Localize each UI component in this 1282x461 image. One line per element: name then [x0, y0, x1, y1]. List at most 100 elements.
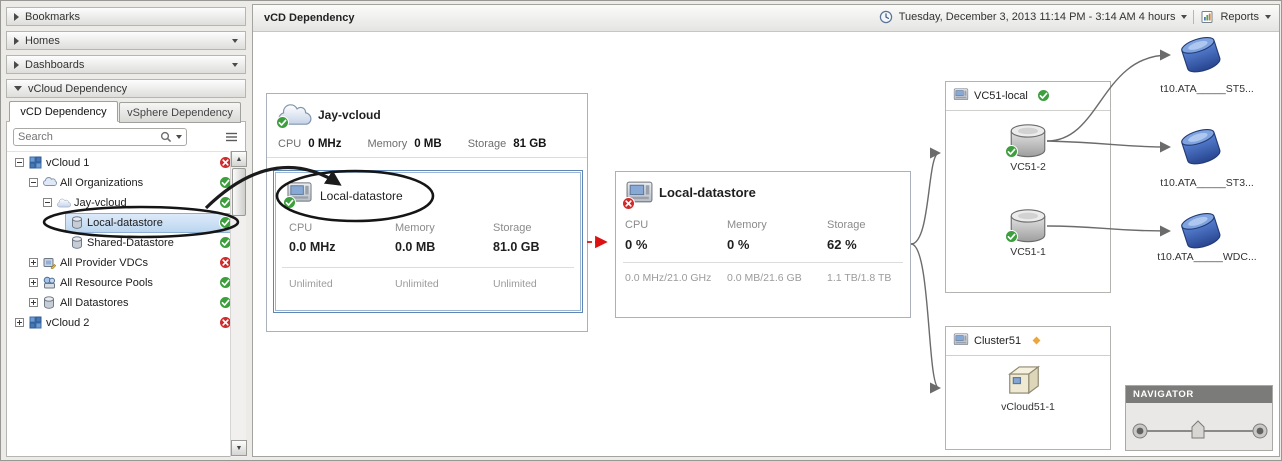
stat-sub: Unlimited [395, 278, 439, 290]
tab-vcd-dependency[interactable]: vCD Dependency [9, 101, 118, 122]
stat-value: 0 % [727, 237, 750, 252]
divider [1193, 10, 1195, 24]
status-warning-icon [1030, 334, 1043, 347]
tab-label: vSphere Dependency [127, 106, 233, 119]
stat-sub: 0.0 MB/21.6 GB [727, 272, 802, 284]
vcloud-icon [29, 156, 43, 170]
group-box-vc51-local[interactable] [945, 81, 1111, 293]
search-icon[interactable] [160, 131, 172, 143]
stat-value: 81 GB [513, 138, 547, 150]
stat-label: Storage [467, 138, 507, 150]
panel-bookmarks[interactable]: Bookmarks [6, 7, 246, 26]
chevron-right-icon [14, 60, 19, 69]
stat-sub: 1.1 TB/1.8 TB [827, 272, 892, 284]
scroll-down-button[interactable]: ▼ [231, 440, 247, 456]
status-ok-icon [276, 116, 289, 129]
status-ok-icon [1005, 230, 1018, 243]
divider [7, 151, 229, 152]
tree-item-label: All Provider VDCs [60, 257, 149, 269]
disk-label[interactable]: t10.ATA_____ST5... [1160, 83, 1254, 95]
collapse-icon[interactable] [29, 178, 38, 187]
tree-item-label: vCloud 2 [46, 317, 90, 329]
navigator-title: NAVIGATOR [1133, 389, 1194, 400]
search-dropdown-icon[interactable] [176, 135, 182, 139]
header-controls: Tuesday, December 3, 2013 11:14 PM - 3:1… [879, 10, 1271, 24]
tree-item-label: Shared-Datastore [87, 237, 174, 249]
disk-icon[interactable] [1181, 213, 1221, 252]
tree-item-all-provider-vdcs[interactable]: All Provider VDCs [7, 253, 230, 273]
stat-label: CPU [278, 138, 302, 150]
search-box[interactable] [13, 128, 187, 146]
collapse-icon[interactable] [43, 198, 52, 207]
collapse-icon[interactable] [15, 158, 24, 167]
stat-value: 62 % [827, 237, 857, 252]
navigator-header: NAVIGATOR [1126, 386, 1272, 403]
panel-dashboards[interactable]: Dashboards [6, 55, 246, 74]
divider [267, 157, 587, 158]
expand-icon[interactable] [29, 298, 38, 307]
tree-item-vcloud-2[interactable]: vCloud 2 [7, 313, 230, 333]
tree-item-jay-vcloud[interactable]: Jay-vcloud [7, 193, 230, 213]
node-stats: CPU 0 MHz Memory 0 MB Storage 81 GB [278, 138, 546, 150]
node-card-local-datastore-detail[interactable] [615, 171, 911, 318]
disk-icon[interactable] [1181, 129, 1221, 168]
tree-item-all-resource-pools[interactable]: All Resource Pools [7, 273, 230, 293]
node-label[interactable]: VC51-1 [1010, 246, 1046, 258]
chevron-down-icon[interactable] [232, 38, 238, 43]
tree-item-local-datastore[interactable]: Local-datastore [7, 213, 235, 233]
tree-scrollbar[interactable]: ▲ ▼ [230, 151, 247, 457]
node-title: Jay-vcloud [318, 108, 381, 122]
tree-item-shared-datastore[interactable]: Shared-Datastore [7, 233, 230, 253]
disk-label[interactable]: t10.ATA_____ST3... [1160, 177, 1254, 189]
group-title: VC51-local [974, 90, 1028, 102]
node-title: Local-datastore [659, 185, 756, 200]
tree-item-all-datastores[interactable]: All Datastores [7, 293, 230, 313]
stat-value: 0 MB [414, 138, 442, 150]
panel-vcloud-dependency[interactable]: vCloud Dependency [6, 79, 246, 98]
chevron-down-icon [14, 86, 22, 91]
reports-dropdown-icon[interactable] [1265, 15, 1271, 19]
expand-icon[interactable] [29, 278, 38, 287]
expand-icon[interactable] [15, 318, 24, 327]
tab-vsphere-dependency[interactable]: vSphere Dependency [119, 102, 241, 123]
datastore-icon [43, 296, 57, 310]
stat-label: Memory [395, 222, 435, 234]
node-label[interactable]: vCloud51-1 [1001, 401, 1055, 413]
zoom-slider[interactable] [1126, 414, 1272, 448]
expand-icon[interactable] [29, 258, 38, 267]
chevron-down-icon[interactable] [232, 62, 238, 67]
time-range-selector[interactable]: Tuesday, December 3, 2013 11:14 PM - 3:1… [898, 11, 1176, 23]
chevron-right-icon [14, 36, 19, 45]
scrollbar-thumb[interactable] [232, 168, 246, 216]
disk-label[interactable]: t10.ATA_____WDC... [1157, 251, 1257, 263]
stat-sub: Unlimited [493, 278, 537, 290]
view-options-icon[interactable] [225, 131, 238, 146]
stat-label: CPU [289, 222, 313, 234]
vapp-icon[interactable] [1005, 363, 1043, 400]
reports-icon [1200, 10, 1214, 24]
slider-thumb[interactable] [1191, 420, 1205, 439]
disk-icon[interactable] [1181, 37, 1221, 76]
vcloud-icon [29, 316, 43, 330]
tree-item-all-organizations[interactable]: All Organizations [7, 173, 230, 193]
tree-item-label: All Datastores [60, 297, 129, 309]
stat-label: CPU [625, 219, 649, 231]
panel-homes[interactable]: Homes [6, 31, 246, 50]
time-range-dropdown-icon[interactable] [1181, 15, 1188, 19]
chevron-right-icon [14, 12, 19, 21]
tree-item-vcloud-1[interactable]: vCloud 1 [7, 153, 230, 173]
node-label[interactable]: VC51-2 [1010, 161, 1046, 173]
group-box-header [946, 327, 1110, 356]
stat-value: 0.0 MHz [289, 240, 336, 254]
reports-button[interactable]: Reports [1220, 11, 1259, 23]
navigator-panel: NAVIGATOR [1125, 385, 1273, 451]
panel-homes-label: Homes [25, 34, 60, 47]
cloud-icon [57, 198, 71, 212]
scroll-up-button[interactable]: ▲ [231, 151, 247, 167]
node-title: Local-datastore [320, 189, 403, 203]
search-input[interactable] [18, 131, 156, 143]
tree-item-label: Jay-vcloud [74, 197, 127, 209]
scroll-down-icon: ▼ [235, 444, 243, 452]
tree-item-label: Local-datastore [87, 217, 163, 229]
